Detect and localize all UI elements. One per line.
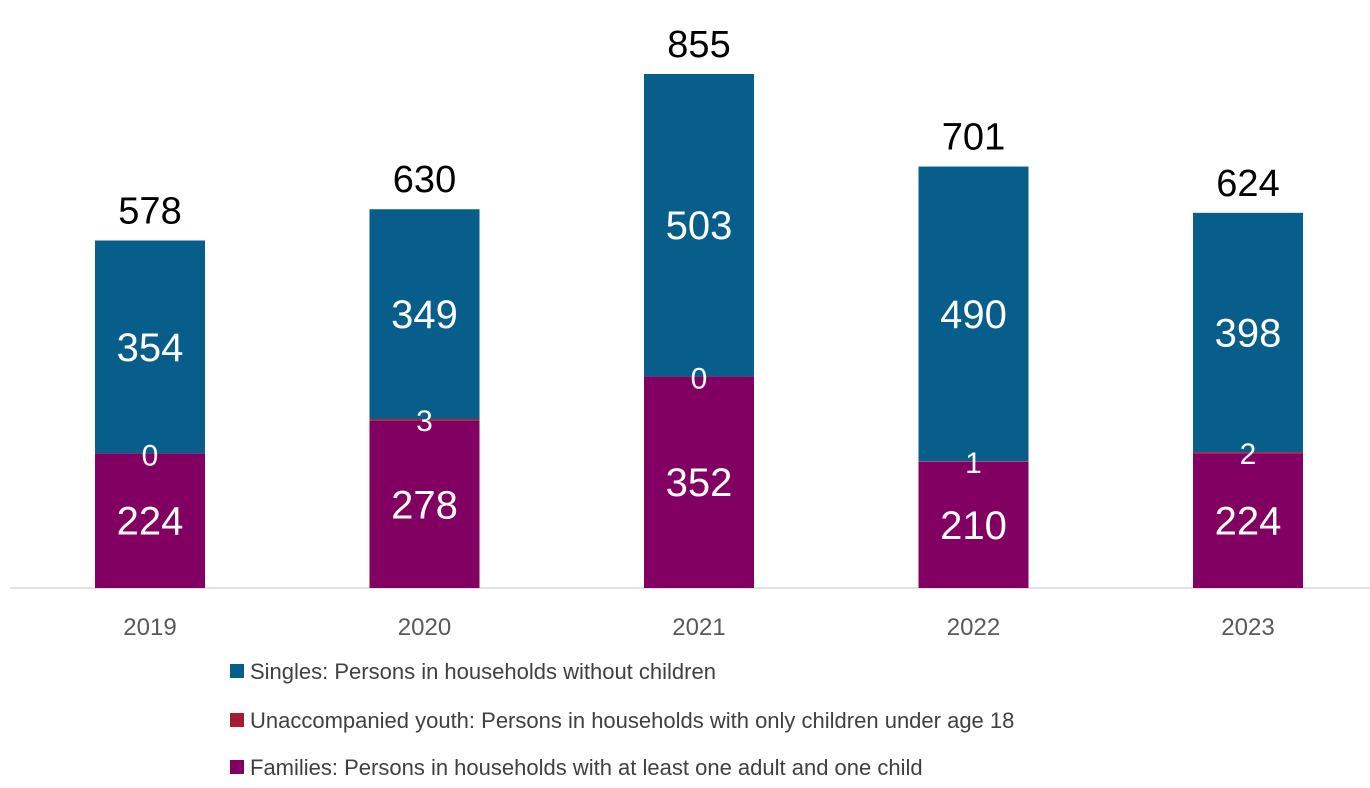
legend-swatch-1 [230, 713, 244, 727]
bar-segment-2021-series-0 [644, 376, 754, 588]
data-label-youth-2023: 2 [1240, 438, 1257, 471]
legend-entry-0: Singles: Persons in households without c… [250, 659, 716, 684]
legend-entry-1: Unaccompanied youth: Persons in househol… [250, 708, 1014, 733]
legend-swatch-2 [230, 760, 244, 774]
x-tick-label-2023: 2023 [1221, 614, 1274, 641]
data-label-singles-2019: 354 [117, 326, 184, 370]
bar-segment-2023-series-0 [1193, 453, 1303, 588]
data-label-youth-2019: 0 [142, 439, 159, 472]
data-label-youth-2020: 3 [416, 405, 433, 438]
bar-segment-2023-series-2 [1193, 212, 1303, 453]
bar-segment-2020-series-1 [369, 419, 480, 421]
total-label-2021: 855 [667, 24, 730, 66]
x-tick-label-2021: 2021 [672, 614, 725, 641]
bar-segment-2022-series-2 [918, 166, 1029, 462]
bar-segment-2023-series-1 [1193, 452, 1303, 454]
total-label-2022: 701 [942, 117, 1005, 159]
bar-segment-2022-series-1 [918, 461, 1029, 462]
data-label-singles-2021: 503 [666, 204, 733, 248]
bar-segment-2019-series-2 [95, 240, 205, 454]
bar-segment-2021-series-2 [644, 73, 754, 377]
legend-entry-2: Families: Persons in households with at … [250, 755, 923, 780]
total-label-2020: 630 [393, 159, 456, 201]
data-label-families-2020: 278 [391, 483, 458, 527]
total-label-2023: 624 [1216, 163, 1279, 205]
data-label-singles-2020: 349 [391, 293, 458, 337]
x-tick-group: 2019 2020 2021 2022 2023 [123, 614, 1274, 641]
data-label-families-2019: 224 [117, 500, 184, 544]
total-label-2019: 578 [118, 191, 181, 233]
data-label-singles-2023: 398 [1215, 311, 1282, 355]
data-label-families-2021: 352 [666, 461, 733, 505]
bar-segment-2019-series-0 [95, 453, 205, 588]
data-label-singles-2022: 490 [940, 293, 1007, 337]
bars-group [95, 73, 1303, 588]
data-label-youth-2022: 1 [965, 447, 982, 480]
labels-group: 224 0 354 578 278 3 349 630 352 0 503 855 210 1 490 701… [117, 24, 1282, 548]
legend: Singles: Persons in households without c… [230, 659, 1014, 780]
data-label-families-2023: 224 [1215, 500, 1282, 544]
x-tick-label-2022: 2022 [947, 614, 1000, 641]
bar-segment-2020-series-0 [369, 420, 480, 588]
data-label-families-2022: 210 [940, 504, 1007, 548]
data-label-youth-2021: 0 [691, 362, 708, 395]
legend-swatch-0 [230, 664, 244, 678]
x-tick-label-2019: 2019 [123, 614, 176, 641]
bar-segment-2022-series-0 [918, 461, 1029, 588]
bar-segment-2020-series-2 [369, 209, 480, 420]
x-tick-label-2020: 2020 [398, 614, 451, 641]
